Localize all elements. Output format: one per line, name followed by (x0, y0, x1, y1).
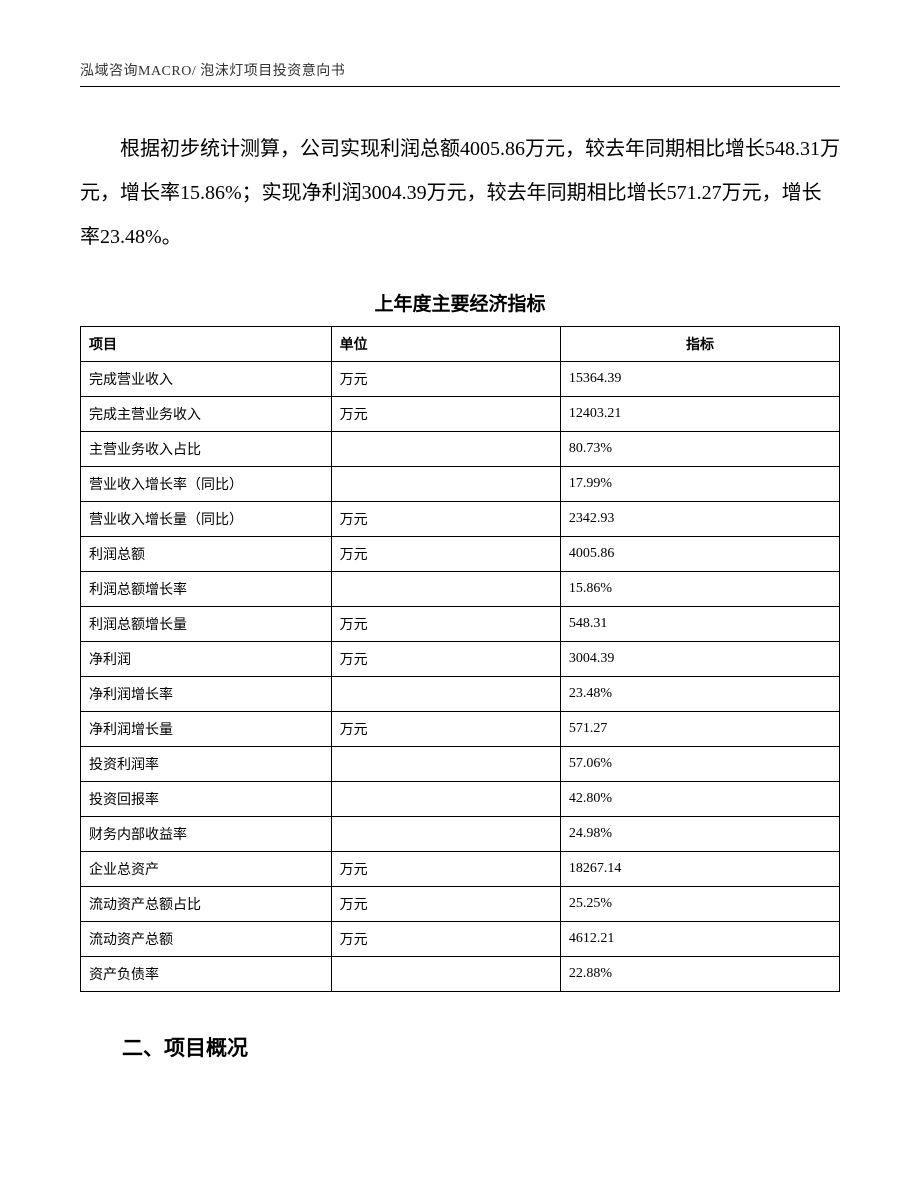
cell-unit: 万元 (331, 922, 560, 957)
cell-item: 完成主营业务收入 (81, 397, 332, 432)
cell-item: 流动资产总额占比 (81, 887, 332, 922)
cell-item: 净利润增长率 (81, 677, 332, 712)
table-row: 主营业务收入占比 80.73% (81, 432, 840, 467)
table-row: 流动资产总额占比万元25.25% (81, 887, 840, 922)
cell-item: 净利润增长量 (81, 712, 332, 747)
cell-item: 营业收入增长量（同比） (81, 502, 332, 537)
table-row: 净利润增长率 23.48% (81, 677, 840, 712)
cell-value: 24.98% (560, 817, 839, 852)
cell-value: 12403.21 (560, 397, 839, 432)
table-row: 利润总额万元4005.86 (81, 537, 840, 572)
cell-unit: 万元 (331, 712, 560, 747)
cell-unit (331, 572, 560, 607)
table-row: 流动资产总额万元4612.21 (81, 922, 840, 957)
cell-item: 流动资产总额 (81, 922, 332, 957)
table-row: 投资利润率 57.06% (81, 747, 840, 782)
cell-value: 18267.14 (560, 852, 839, 887)
cell-unit: 万元 (331, 502, 560, 537)
cell-value: 15.86% (560, 572, 839, 607)
cell-value: 571.27 (560, 712, 839, 747)
table-row: 营业收入增长率（同比） 17.99% (81, 467, 840, 502)
table-header-row: 项目 单位 指标 (81, 327, 840, 362)
table-row: 资产负债率 22.88% (81, 957, 840, 992)
cell-value: 22.88% (560, 957, 839, 992)
col-header-unit: 单位 (331, 327, 560, 362)
cell-unit (331, 782, 560, 817)
cell-item: 营业收入增长率（同比） (81, 467, 332, 502)
cell-item: 投资回报率 (81, 782, 332, 817)
cell-item: 利润总额 (81, 537, 332, 572)
table-row: 投资回报率 42.80% (81, 782, 840, 817)
summary-paragraph: 根据初步统计测算，公司实现利润总额4005.86万元，较去年同期相比增长548.… (80, 127, 840, 259)
cell-item: 资产负债率 (81, 957, 332, 992)
document-page: 泓域咨询MACRO/ 泡沫灯项目投资意向书 根据初步统计测算，公司实现利润总额4… (0, 0, 920, 1191)
cell-item: 利润总额增长率 (81, 572, 332, 607)
cell-value: 4612.21 (560, 922, 839, 957)
cell-item: 企业总资产 (81, 852, 332, 887)
cell-unit: 万元 (331, 397, 560, 432)
page-header: 泓域咨询MACRO/ 泡沫灯项目投资意向书 (80, 60, 840, 80)
cell-item: 净利润 (81, 642, 332, 677)
cell-unit (331, 467, 560, 502)
cell-unit (331, 817, 560, 852)
cell-unit: 万元 (331, 537, 560, 572)
economic-indicators-table: 项目 单位 指标 完成营业收入万元15364.39 完成主营业务收入万元1240… (80, 326, 840, 992)
header-rule (80, 86, 840, 87)
cell-unit: 万元 (331, 642, 560, 677)
col-header-item: 项目 (81, 327, 332, 362)
cell-item: 完成营业收入 (81, 362, 332, 397)
cell-unit: 万元 (331, 887, 560, 922)
cell-value: 17.99% (560, 467, 839, 502)
table-row: 完成主营业务收入万元12403.21 (81, 397, 840, 432)
table-row: 净利润增长量万元571.27 (81, 712, 840, 747)
table-row: 利润总额增长率 15.86% (81, 572, 840, 607)
cell-item: 主营业务收入占比 (81, 432, 332, 467)
cell-value: 23.48% (560, 677, 839, 712)
cell-value: 4005.86 (560, 537, 839, 572)
cell-value: 25.25% (560, 887, 839, 922)
table-row: 利润总额增长量万元548.31 (81, 607, 840, 642)
table-body: 完成营业收入万元15364.39 完成主营业务收入万元12403.21 主营业务… (81, 362, 840, 992)
cell-value: 80.73% (560, 432, 839, 467)
col-header-value: 指标 (560, 327, 839, 362)
cell-value: 57.06% (560, 747, 839, 782)
cell-unit (331, 677, 560, 712)
table-row: 净利润万元3004.39 (81, 642, 840, 677)
cell-value: 2342.93 (560, 502, 839, 537)
cell-item: 投资利润率 (81, 747, 332, 782)
table-row: 完成营业收入万元15364.39 (81, 362, 840, 397)
cell-value: 3004.39 (560, 642, 839, 677)
cell-unit: 万元 (331, 607, 560, 642)
table-row: 企业总资产万元18267.14 (81, 852, 840, 887)
cell-item: 财务内部收益率 (81, 817, 332, 852)
table-row: 财务内部收益率 24.98% (81, 817, 840, 852)
cell-unit: 万元 (331, 362, 560, 397)
cell-item: 利润总额增长量 (81, 607, 332, 642)
cell-value: 15364.39 (560, 362, 839, 397)
section-heading: 二、项目概况 (80, 1032, 840, 1062)
cell-value: 548.31 (560, 607, 839, 642)
table-row: 营业收入增长量（同比）万元2342.93 (81, 502, 840, 537)
table-title: 上年度主要经济指标 (80, 289, 840, 316)
cell-unit (331, 957, 560, 992)
cell-value: 42.80% (560, 782, 839, 817)
cell-unit (331, 747, 560, 782)
cell-unit (331, 432, 560, 467)
cell-unit: 万元 (331, 852, 560, 887)
